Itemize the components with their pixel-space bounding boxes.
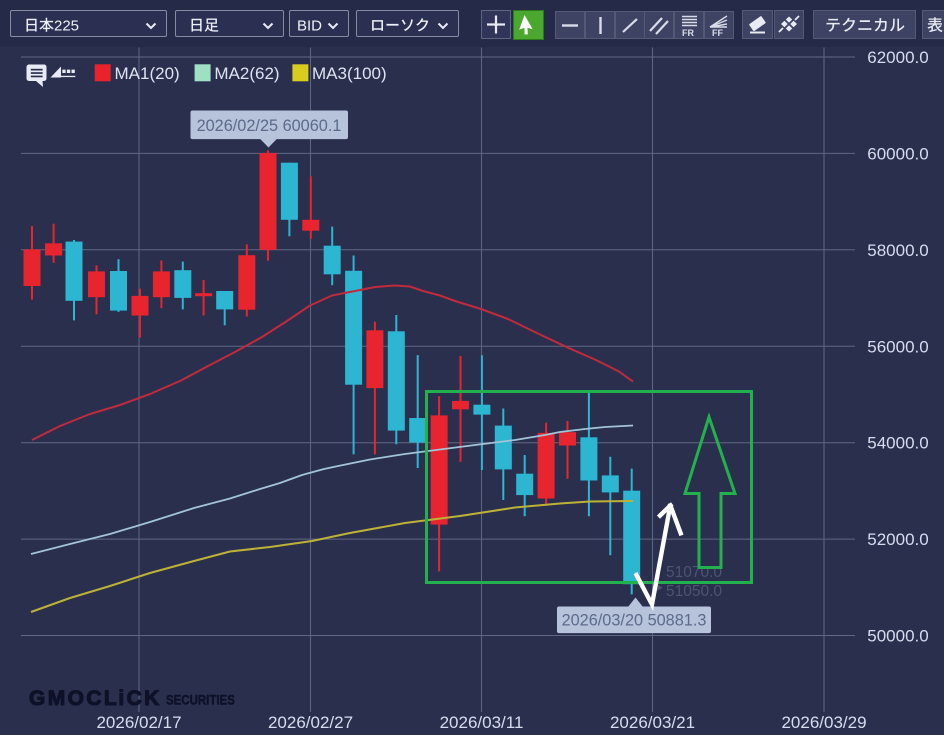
svg-text:FR: FR [682, 28, 694, 38]
svg-text:2026/02/17: 2026/02/17 [96, 713, 181, 732]
svg-text:50000.0: 50000.0 [867, 627, 928, 646]
svg-text:56000.0: 56000.0 [867, 337, 928, 356]
svg-text:GMOCLiCK: GMOCLiCK [29, 687, 162, 710]
svg-text:2026/03/29: 2026/03/29 [781, 713, 866, 732]
svg-text:52000.0: 52000.0 [867, 530, 928, 549]
svg-text:BID: BID [297, 18, 322, 35]
svg-text:MA3(100): MA3(100) [312, 64, 387, 83]
svg-text:FF: FF [712, 28, 723, 38]
svg-text:62000.0: 62000.0 [867, 48, 928, 67]
svg-text:60000.0: 60000.0 [867, 144, 928, 163]
svg-text:2026/02/27: 2026/02/27 [268, 713, 353, 732]
svg-text:MA2(62): MA2(62) [214, 64, 279, 83]
svg-text:54000.0: 54000.0 [867, 434, 928, 453]
svg-text:51050.0: 51050.0 [666, 583, 722, 600]
svg-text:225: 225 [54, 18, 79, 35]
svg-text:2026/02/25 60060.1: 2026/02/25 60060.1 [197, 117, 342, 135]
svg-text:SECURITIES: SECURITIES [166, 691, 235, 707]
svg-text:MA1(20): MA1(20) [115, 64, 180, 83]
svg-text:2026/03/11: 2026/03/11 [440, 713, 524, 732]
svg-text:2026/03/20 50881.3: 2026/03/20 50881.3 [562, 612, 707, 630]
svg-text:58000.0: 58000.0 [867, 241, 928, 260]
svg-text:2026/03/21: 2026/03/21 [610, 713, 695, 732]
